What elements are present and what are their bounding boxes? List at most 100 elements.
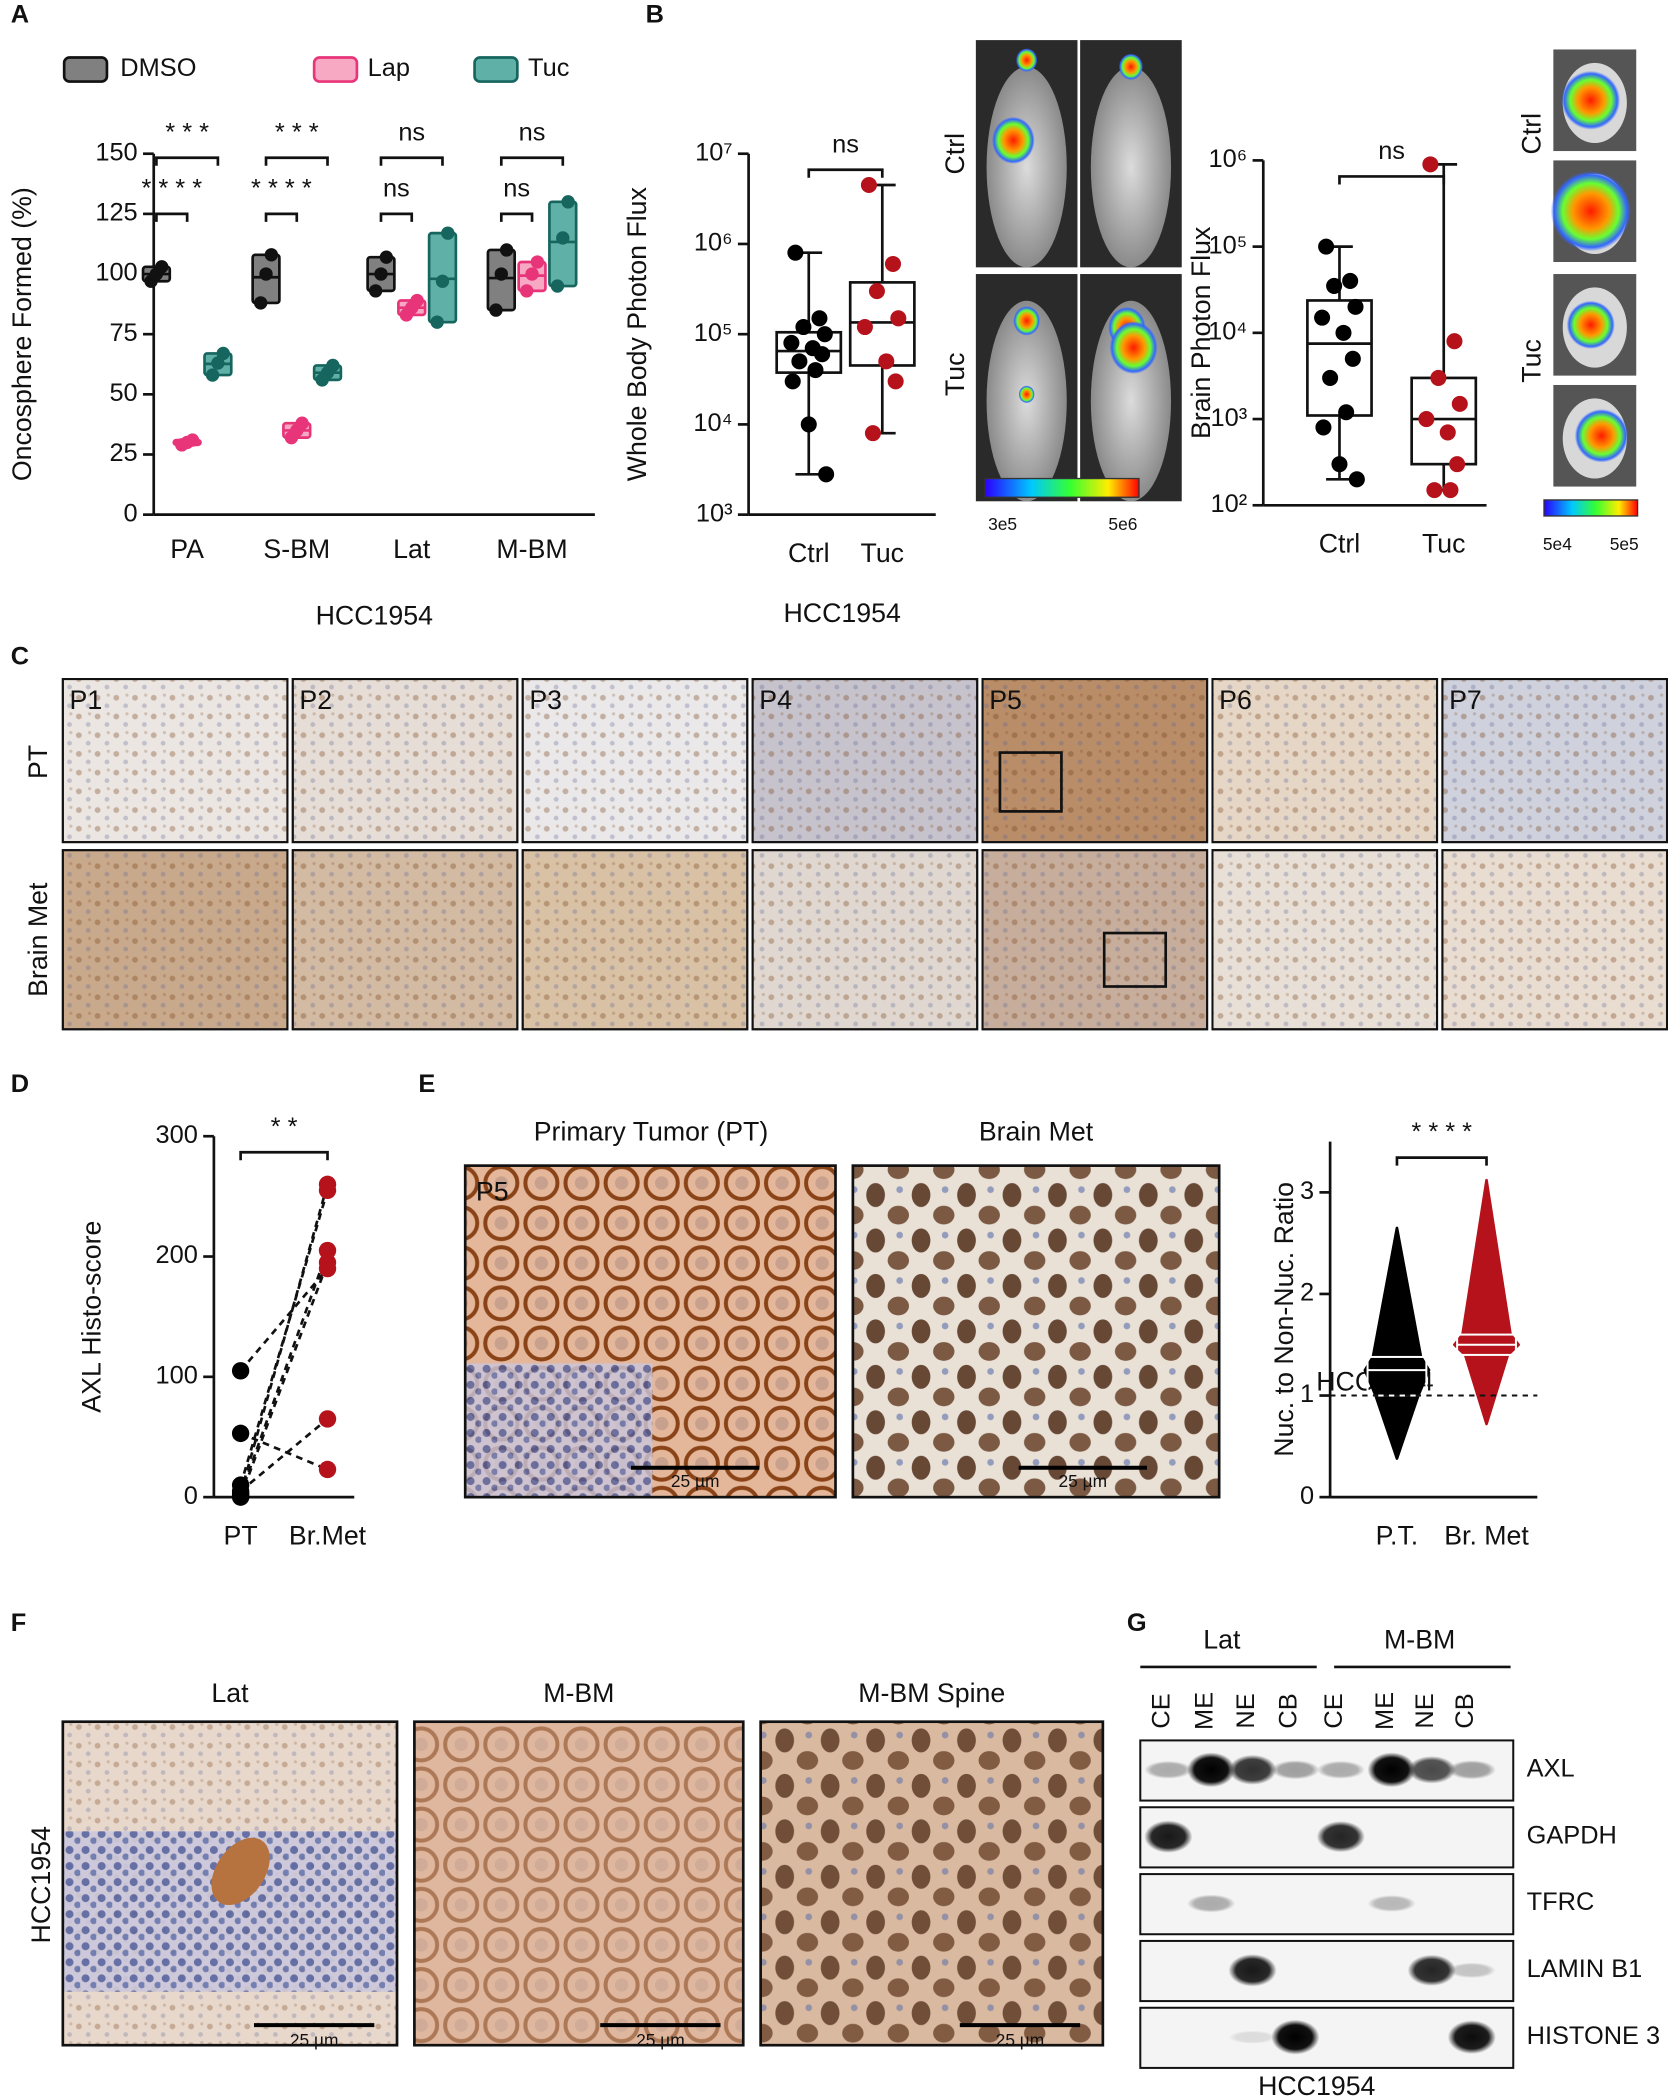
frame (851, 1164, 1221, 1499)
data-point (1318, 238, 1335, 255)
data-point (318, 1175, 337, 1194)
signal (1015, 48, 1038, 72)
lane-label: ME (1190, 1692, 1218, 1730)
frame (751, 678, 979, 844)
band (1447, 2020, 1496, 2054)
protein-label: LAMIN B1 (1527, 1955, 1643, 1983)
data-point (185, 433, 200, 447)
patient-label: P6 (1219, 685, 1252, 715)
frame (61, 1720, 399, 2047)
mouse-body (1090, 66, 1172, 268)
data-point (800, 416, 817, 433)
frame (413, 1720, 745, 2047)
data-point (868, 283, 885, 300)
texture (760, 1721, 1103, 2046)
data-point (525, 267, 539, 281)
cell-line-label: HCC1954 (1258, 2071, 1375, 2100)
frame (61, 849, 289, 1031)
data-point (379, 250, 394, 264)
data-point (253, 296, 268, 310)
band (1271, 1760, 1320, 1780)
frame (751, 849, 979, 1031)
significance-label: * * (271, 1113, 298, 1141)
x-tick-label: S-BM (263, 534, 330, 564)
data-point (489, 303, 503, 317)
data-point (787, 244, 804, 261)
colorbar (984, 477, 1140, 498)
data-point (1314, 309, 1331, 326)
significance-bracket (379, 212, 414, 222)
data-point (811, 310, 828, 327)
frame (61, 678, 289, 844)
texture (62, 679, 288, 843)
patient-label: P5 (989, 685, 1022, 715)
texture (62, 850, 288, 1030)
frame (981, 849, 1209, 1031)
panel-label: A (11, 1, 29, 29)
significance-label: * * * (165, 118, 209, 146)
data-point (326, 358, 340, 373)
violin (1453, 1178, 1520, 1426)
texture (1212, 850, 1438, 1030)
band (1144, 1820, 1193, 1853)
significance-label: ns (832, 130, 859, 158)
image-row-label: Ctrl (940, 133, 970, 175)
x-tick-label: Lat (393, 534, 431, 564)
y-tick-label: 10² (1211, 490, 1248, 518)
y-tick-label: 10⁴ (1208, 318, 1247, 346)
row-label: Brain Met (23, 882, 53, 997)
data-point (816, 326, 833, 343)
data-point (430, 315, 444, 329)
band (1187, 1894, 1236, 1913)
y-tick-label: 10⁶ (1209, 145, 1248, 173)
data-point (856, 319, 873, 336)
x-tick-label: Br. Met (1444, 1520, 1529, 1550)
signal (1013, 306, 1041, 336)
significance-label: ns (398, 118, 425, 146)
colorbar (1543, 499, 1639, 517)
row-label: PT (23, 745, 53, 779)
signal (1574, 409, 1629, 463)
frame (981, 678, 1209, 844)
frame (521, 678, 749, 844)
scale-bar-label: 25 µm (671, 1471, 720, 1491)
patient-label: P2 (299, 685, 332, 715)
y-tick-label: 0 (124, 499, 138, 527)
significance-label: * * * * (141, 175, 202, 203)
x-tick-label: P.T. (1376, 1520, 1419, 1550)
x-tick-label: Tuc (1422, 528, 1466, 558)
legend-swatch (473, 56, 519, 83)
data-point (520, 284, 534, 298)
significance-bracket (239, 1150, 329, 1161)
x-axis-label: HCC1954 (784, 598, 901, 628)
data-point (1344, 350, 1361, 367)
y-tick-label: 100 (95, 259, 137, 287)
significance-label: ns (519, 118, 546, 146)
y-tick-label: 10⁵ (694, 319, 733, 347)
data-point (1348, 471, 1365, 488)
significance-bracket (264, 212, 299, 222)
panel-label: B (646, 1, 664, 29)
mouse-body (986, 66, 1067, 268)
significance-bracket (264, 156, 329, 166)
y-tick-label: 1 (1300, 1380, 1314, 1408)
texture (1442, 850, 1667, 1030)
data-point (783, 334, 800, 351)
band (1447, 1962, 1496, 1979)
scale-bar-label: 25 µm (290, 2030, 339, 2050)
texture (1442, 679, 1667, 843)
significance-bracket (155, 156, 220, 166)
data-point (1326, 277, 1343, 294)
band (1228, 2030, 1277, 2044)
data-point (556, 231, 570, 245)
x-tick-label: Br.Met (289, 1520, 367, 1550)
significance-bracket (499, 212, 534, 222)
band (1407, 1756, 1456, 1784)
patient-label: P7 (1449, 685, 1482, 715)
row-label: HCC1954 (26, 1826, 56, 1943)
signal (1550, 171, 1631, 252)
image-title: M-BM Spine (858, 1678, 1005, 1708)
pair-line (239, 1262, 329, 1498)
frame (291, 849, 519, 1031)
